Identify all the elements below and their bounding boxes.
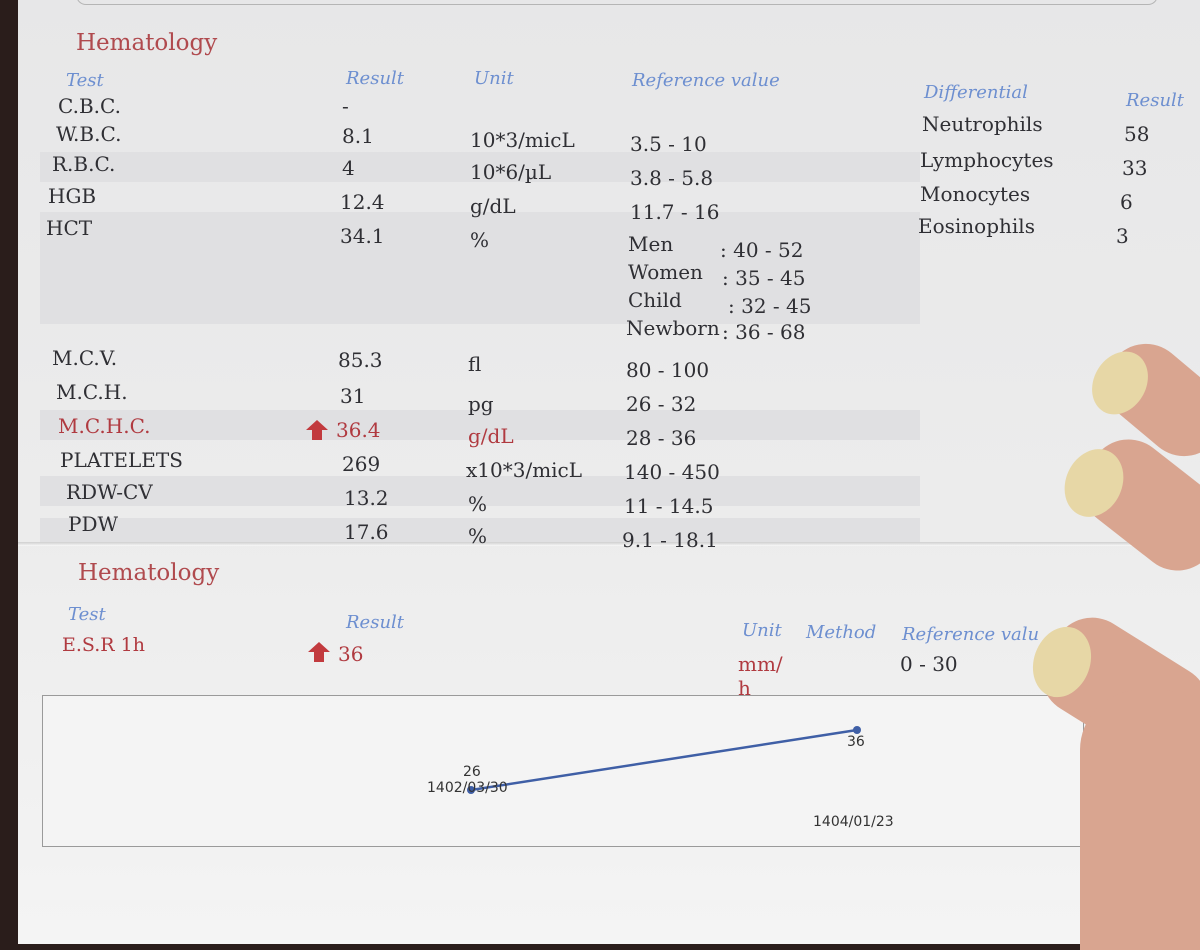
differential-name: Neutrophils (922, 112, 1043, 136)
test-unit: % (470, 228, 490, 252)
series-line (470, 728, 858, 792)
test-unit: 10*6/µL (470, 160, 552, 184)
test-unit: g/dL (470, 194, 516, 218)
test-unit: pg (468, 392, 494, 416)
test-unit: fl (468, 352, 482, 376)
test-name: PLATELETS (60, 448, 183, 472)
palm-shape (1080, 690, 1200, 950)
test-unit-abnormal: mm/ (738, 652, 783, 676)
header-test: Test (68, 604, 106, 625)
test-name: HCT (46, 216, 93, 240)
data-point (853, 726, 861, 734)
section-title-hematology: Hematology (76, 30, 218, 56)
test-name: RDW-CV (66, 480, 153, 504)
header-differential: Differential (924, 82, 1028, 103)
test-name-abnormal: E.S.R 1h (62, 634, 145, 656)
test-reference: 80 - 100 (626, 358, 710, 382)
test-reference: 3.5 - 10 (630, 132, 707, 156)
test-reference: 0 - 30 (900, 652, 958, 676)
test-result-abnormal: 36 (338, 642, 364, 666)
test-result: 4 (342, 156, 355, 180)
hct-ref-range: : 35 - 45 (722, 266, 806, 290)
data-label: 26 (463, 764, 481, 780)
test-result-abnormal: 36.4 (336, 418, 381, 442)
test-result: 85.3 (338, 348, 383, 372)
chart-plot (467, 726, 861, 794)
header-method: Method (806, 622, 877, 643)
hct-ref-range: : 32 - 45 (728, 294, 812, 318)
header-reference: Reference valu (902, 624, 1040, 645)
lab-report-paper (18, 0, 1200, 944)
test-name: M.C.V. (52, 346, 118, 370)
x-tick-label: 1402/03/30 (427, 780, 508, 796)
test-result: 12.4 (340, 190, 385, 214)
test-reference: 140 - 450 (624, 460, 720, 484)
test-result: 13.2 (344, 486, 389, 510)
header-reference: Reference value (632, 70, 780, 91)
header-differential-result: Result (1126, 90, 1185, 111)
test-result: 34.1 (340, 224, 385, 248)
hct-ref-group: Men (628, 232, 674, 256)
data-point (467, 786, 475, 794)
row-band (40, 410, 920, 440)
test-unit: 10*3/micL (470, 128, 575, 152)
test-name: HGB (48, 184, 97, 208)
test-unit: % (468, 524, 488, 548)
hct-ref-group: Child (628, 288, 682, 312)
header-result: Result (346, 68, 405, 89)
header-unit: Unit (742, 620, 782, 641)
header-result: Result (346, 612, 405, 633)
differential-result: 3 (1116, 224, 1129, 248)
hct-ref-range: : 40 - 52 (720, 238, 804, 262)
arrow-up-icon (308, 642, 330, 662)
test-result: 269 (342, 452, 381, 476)
test-result: 8.1 (342, 124, 374, 148)
differential-name: Monocytes (920, 182, 1031, 206)
differential-name: Lymphocytes (920, 148, 1054, 172)
differential-result: 58 (1124, 122, 1150, 146)
row-band (40, 518, 920, 544)
test-reference: 11.7 - 16 (630, 200, 720, 224)
esr-trend-chart: 1402/03/30 1404/01/23 26 36 (42, 695, 1084, 847)
header-test: Test (66, 70, 104, 91)
x-tick-label: 1404/01/23 (813, 814, 894, 830)
test-name: M.C.H. (56, 380, 128, 404)
row-band (40, 212, 920, 324)
test-reference: 28 - 36 (626, 426, 697, 450)
paper-fold (18, 542, 1200, 546)
test-name-abnormal: M.C.H.C. (58, 414, 151, 438)
hct-ref-group: Women (628, 260, 703, 284)
test-name: PDW (68, 512, 119, 536)
test-unit-abnormal: h (738, 676, 751, 700)
test-result: - (342, 94, 349, 118)
test-unit: x10*3/micL (466, 458, 583, 482)
test-name: C.B.C. (58, 94, 121, 118)
test-name: R.B.C. (52, 152, 116, 176)
test-reference: 11 - 14.5 (624, 494, 714, 518)
header-frame (76, 0, 1158, 5)
test-name: W.B.C. (56, 122, 122, 146)
test-reference: 9.1 - 18.1 (622, 528, 718, 552)
test-unit-abnormal: g/dL (468, 424, 514, 448)
test-result: 17.6 (344, 520, 389, 544)
section-title-hematology: Hematology (78, 560, 220, 586)
test-unit: % (468, 492, 488, 516)
header-unit: Unit (474, 68, 514, 89)
data-label: 36 (847, 734, 865, 750)
differential-name: Eosinophils (918, 214, 1035, 238)
differential-result: 33 (1122, 156, 1148, 180)
hct-ref-range: : 36 - 68 (722, 320, 806, 344)
test-result: 31 (340, 384, 366, 408)
test-reference: 26 - 32 (626, 392, 697, 416)
test-reference: 3.8 - 5.8 (630, 166, 714, 190)
arrow-up-icon (306, 420, 328, 440)
row-band (40, 152, 920, 182)
hct-ref-group: Newborn (626, 316, 720, 340)
differential-result: 6 (1120, 190, 1133, 214)
row-band (40, 476, 920, 506)
